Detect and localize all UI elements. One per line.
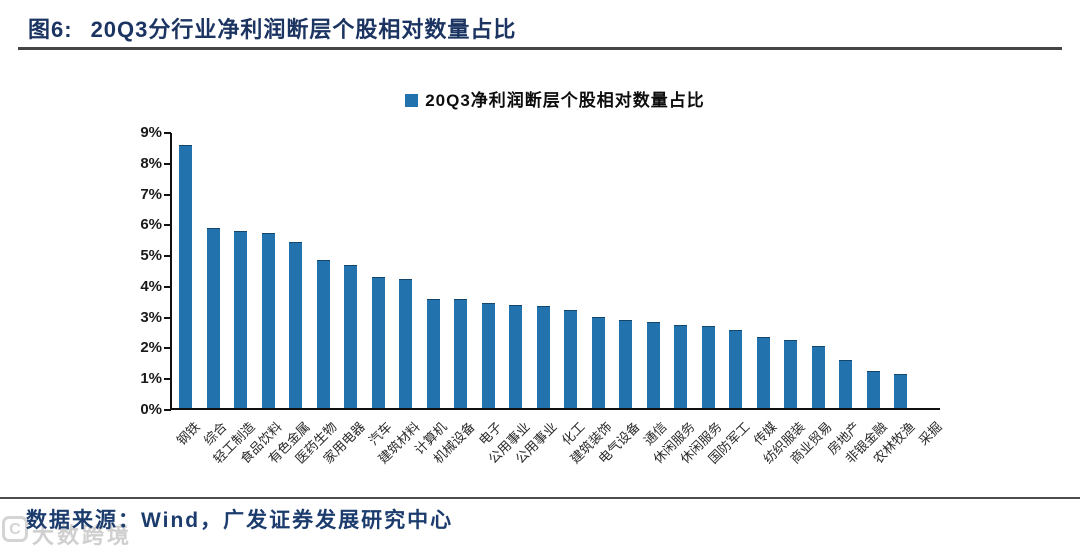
bar-建筑装饰 xyxy=(591,317,605,408)
bar-计算机 xyxy=(426,298,440,408)
footer-divider xyxy=(0,497,1080,499)
y-axis-tick xyxy=(164,285,171,288)
legend-label: 20Q3净利润断层个股相对数量占比 xyxy=(425,91,705,110)
title-underline xyxy=(18,47,1062,50)
bar-医药生物 xyxy=(316,260,330,408)
bar-公用事业 xyxy=(509,304,523,408)
y-axis-label: 8% xyxy=(140,154,162,172)
y-axis-tick xyxy=(164,162,171,165)
legend-swatch-icon xyxy=(405,94,419,107)
bar-建筑材料 xyxy=(399,278,413,408)
watermark-text: 大数跨境 xyxy=(32,523,133,548)
x-axis-label: 钢铁 xyxy=(173,419,203,449)
bar-综合 xyxy=(206,227,220,408)
figure-title-text: 20Q3分行业净利润断层个股相对数量占比 xyxy=(90,17,517,42)
bar-轻工制造 xyxy=(234,231,248,408)
watermark: C 大数跨境 xyxy=(2,508,132,550)
y-axis-label: 1% xyxy=(140,370,162,388)
bar-家用电器 xyxy=(344,264,358,408)
y-axis-label: 9% xyxy=(140,124,162,141)
figure-title: 图6: 20Q3分行业净利润断层个股相对数量占比 xyxy=(28,12,516,44)
y-axis-label: 7% xyxy=(140,185,162,203)
bar-国防军工 xyxy=(729,329,743,408)
bar-化工 xyxy=(564,309,578,408)
bar-非银金融 xyxy=(866,371,880,408)
y-axis-tick xyxy=(164,316,171,319)
y-axis-tick xyxy=(164,409,171,411)
bar-钢铁 xyxy=(179,144,193,408)
data-source: 数据来源：Wind，广发证券发展研究中心 xyxy=(26,509,454,532)
figure-number: 图6: xyxy=(28,17,73,42)
y-axis-label: 5% xyxy=(140,247,162,265)
bar-房地产 xyxy=(839,360,853,408)
bar-电子 xyxy=(481,303,495,408)
bar-商业贸易 xyxy=(811,346,825,408)
y-axis-label: 0% xyxy=(140,401,162,418)
y-axis-label: 4% xyxy=(140,277,162,295)
bar-休闲服务 xyxy=(701,326,715,408)
bar-通信 xyxy=(646,321,660,408)
y-axis-label: 3% xyxy=(140,308,162,326)
y-axis-tick xyxy=(164,193,171,196)
bar-公用事业 xyxy=(536,306,550,408)
x-axis-label: 采掘 xyxy=(915,419,945,449)
y-axis-tick xyxy=(164,224,171,227)
chart-legend: 20Q3净利润断层个股相对数量占比 xyxy=(170,86,940,111)
y-axis-tick xyxy=(164,378,171,381)
bar-农林牧渔 xyxy=(894,374,908,408)
bar-有色金属 xyxy=(289,241,303,408)
bar-纺织服装 xyxy=(784,340,798,408)
bar-电气设备 xyxy=(619,320,633,408)
bar-机械设备 xyxy=(454,298,468,408)
y-axis-tick xyxy=(164,132,171,134)
y-axis-label: 2% xyxy=(140,339,162,357)
y-axis-tick xyxy=(164,347,171,350)
bar-汽车 xyxy=(371,277,385,408)
bar-chart-plot: 0% 1% 2% 3% 4% 5% 6% 7% 8% 9% 钢铁 综合 轻工制造 食品饮料 有色金属 医药生物… xyxy=(140,124,945,467)
y-axis-tick xyxy=(164,255,171,258)
y-axis-label: 6% xyxy=(140,216,162,234)
watermark-logo-icon: C xyxy=(2,516,28,542)
bar-食品饮料 xyxy=(261,232,275,408)
bar-传媒 xyxy=(756,337,770,408)
bar-休闲服务 xyxy=(674,324,688,408)
